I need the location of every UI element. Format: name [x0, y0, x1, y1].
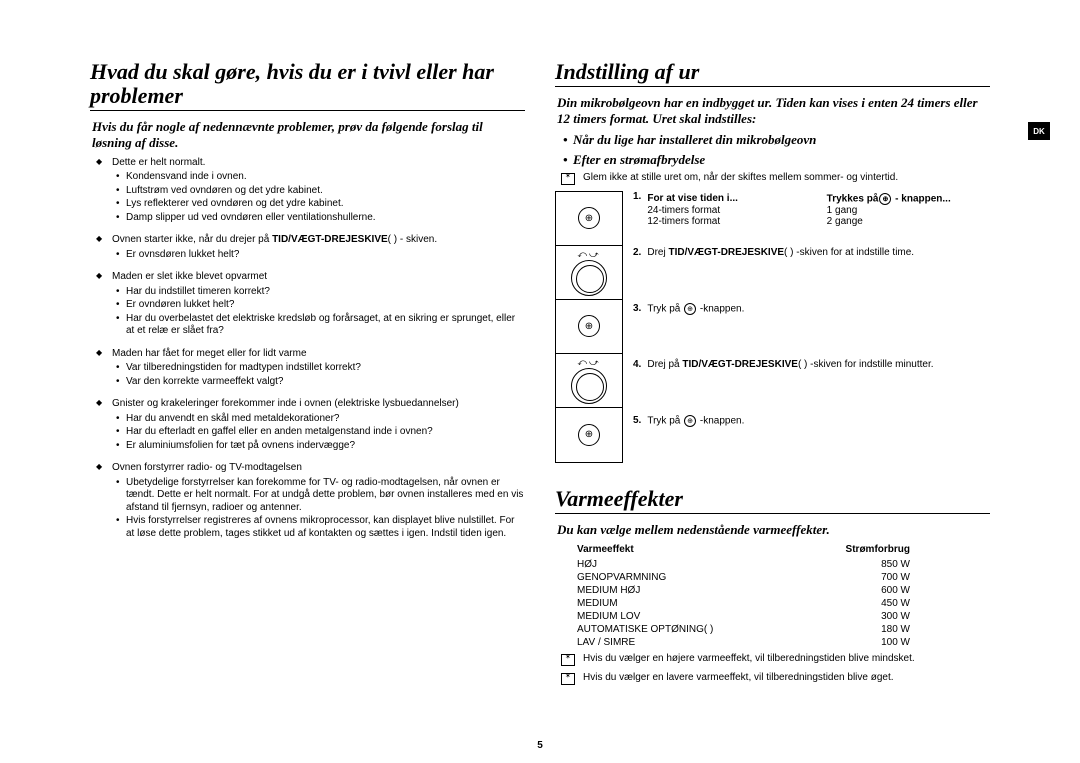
power-note-text: Hvis du vælger en lavere varmeeffekt, vi… — [583, 672, 894, 685]
dial-arrows-icon: ⤺⤻ — [577, 249, 600, 260]
trouble-sub: Er aluminiumsfolien for tæt på ovnens in… — [126, 440, 525, 453]
step-text: Drej TID/VÆGT-DREJESKIVE( ) -skiven for … — [647, 247, 990, 297]
trouble-lead: Gnister og krakeleringer forekommer inde… — [112, 398, 459, 409]
step-number: 3. — [633, 303, 641, 353]
step-text-list: 1. For at vise tiden i... Trykkes på⊕ - … — [633, 191, 990, 463]
clock-button-icon: ⊕ — [684, 303, 696, 315]
clock-button-icon: ⊕ — [879, 193, 891, 205]
step1-cell: 12-timers format — [647, 216, 810, 227]
left-column: Hvad du skal gøre, hvis du er i tvivl el… — [90, 60, 525, 733]
note-icon — [561, 673, 575, 685]
trouble-sub: Er ovnsdøren lukket helt? — [126, 249, 525, 262]
step-row: 1. For at vise tiden i... Trykkes på⊕ - … — [633, 191, 990, 241]
step1-cell: 1 gang — [827, 205, 990, 216]
clock-note-text: Glem ikke at stille uret om, når der ski… — [583, 172, 898, 185]
clock-button-icon: ⊕ — [578, 315, 600, 337]
step-number: 1. — [633, 191, 641, 241]
trouble-sub: Har du overbelastet det elektriske kreds… — [126, 313, 525, 338]
step1-cell: 2 gange — [827, 216, 990, 227]
step-text: Drej på TID/VÆGT-DREJESKIVE( ) -skiven f… — [647, 359, 990, 409]
step1-h1: For at vise tiden i... — [647, 193, 810, 205]
step-number: 4. — [633, 359, 641, 409]
trouble-lead: Maden har fået for meget eller for lidt … — [112, 348, 307, 359]
trouble-sub: Damp slipper ud ved ovndøren eller venti… — [126, 212, 525, 225]
trouble-lead: Maden er slet ikke blevet opvarmet — [112, 271, 267, 282]
trouble-lead: Dette er helt normalt. — [112, 157, 205, 168]
clock-note: Glem ikke at stille uret om, når der ski… — [555, 172, 990, 185]
power-row: HØJ850 W — [577, 558, 990, 571]
step-row: 4. Drej på TID/VÆGT-DREJESKIVE( ) -skive… — [633, 359, 990, 409]
power-note-text: Hvis du vælger en højere varmeeffekt, vi… — [583, 653, 915, 666]
power-row: LAV / SIMRE100 W — [577, 636, 990, 649]
trouble-sub: Hvis forstyrrelser registreres af ovnens… — [126, 515, 525, 540]
power-header: Strømforbrug — [846, 543, 910, 556]
page-number: 5 — [537, 740, 543, 751]
step1-cell: 24-timers format — [647, 205, 810, 216]
step-number: 2. — [633, 247, 641, 297]
trouble-item: Maden er slet ikke blevet opvarmet Har d… — [112, 271, 525, 338]
power-note: Hvis du vælger en lavere varmeeffekt, vi… — [555, 672, 990, 685]
step-number: 5. — [633, 415, 641, 445]
trouble-sub: Luftstrøm ved ovndøren og det ydre kabin… — [126, 185, 525, 198]
note-icon — [561, 654, 575, 666]
power-row: MEDIUM HØJ600 W — [577, 584, 990, 597]
trouble-item: Ovnen starter ikke, når du drejer på TID… — [112, 234, 525, 261]
trouble-sub: Er ovndøren lukket helt? — [126, 299, 525, 312]
power-title: Varmeeffekter — [555, 487, 990, 514]
trouble-item: Ovnen forstyrrer radio- og TV-modtagelse… — [112, 462, 525, 540]
clock-button-icon: ⊕ — [578, 207, 600, 229]
power-row: MEDIUM450 W — [577, 597, 990, 610]
trouble-lead: Ovnen forstyrrer radio- og TV-modtagelse… — [112, 462, 302, 473]
step-icon: ⊕ — [556, 192, 622, 246]
trouble-sub: Var tilberedningstiden for madtypen inds… — [126, 362, 525, 375]
clock-button-icon: ⊕ — [578, 424, 600, 446]
power-row: GENOPVARMNING700 W — [577, 571, 990, 584]
step-icon-column: ⊕ ⤺⤻ ⊕ ⤺⤻ ⊕ — [555, 191, 623, 463]
clock-button-icon: ⊕ — [684, 415, 696, 427]
trouble-sub: Har du efterladt en gaffel eller en ande… — [126, 426, 525, 439]
language-tab: DK — [1028, 122, 1050, 140]
clock-bullet: •Efter en strømafbrydelse — [555, 152, 990, 168]
clock-intro: Din mikrobølgeovn har en indbygget ur. T… — [555, 95, 990, 126]
left-intro: Hvis du får nogle af nedennævnte problem… — [90, 119, 525, 150]
power-note: Hvis du vælger en højere varmeeffekt, vi… — [555, 653, 990, 666]
power-intro: Du kan vælge mellem nedenstående varmeef… — [555, 522, 990, 538]
clock-bullet: •Når du lige har installeret din mikrobø… — [555, 132, 990, 148]
trouble-sub: Lys reflekterer ved ovndøren og det ydre… — [126, 198, 525, 211]
power-header: Varmeeffekt — [577, 543, 634, 556]
step-row: 2. Drej TID/VÆGT-DREJESKIVE( ) -skiven f… — [633, 247, 990, 297]
clock-title: Indstilling af ur — [555, 60, 990, 87]
page-container: Hvad du skal gøre, hvis du er i tvivl el… — [90, 60, 990, 733]
trouble-lead: Ovnen starter ikke, når du drejer på TID… — [112, 234, 437, 245]
dial-icon — [571, 260, 607, 296]
trouble-sub: Kondensvand inde i ovnen. — [126, 171, 525, 184]
step-row: 3. Tryk på ⊕ -knappen. — [633, 303, 990, 353]
dial-arrows-icon: ⤺⤻ — [577, 357, 600, 368]
step-row: 5. Tryk på ⊕ -knappen. — [633, 415, 990, 445]
trouble-item: Dette er helt normalt. Kondensvand inde … — [112, 157, 525, 225]
clock-steps: ⊕ ⤺⤻ ⊕ ⤺⤻ ⊕ 1. For at vise tiden i... Tr… — [555, 191, 990, 463]
step-icon: ⤺⤻ — [556, 246, 622, 300]
trouble-sub: Ubetydelige forstyrrelser kan forekomme … — [126, 477, 525, 515]
trouble-sub: Har du anvendt en skål med metaldekorati… — [126, 413, 525, 426]
note-icon — [561, 173, 575, 185]
trouble-sub: Har du indstillet timeren korrekt? — [126, 286, 525, 299]
step-icon: ⊕ — [556, 408, 622, 462]
power-table: Varmeeffekt Strømforbrug HØJ850 W GENOPV… — [577, 543, 990, 649]
left-title: Hvad du skal gøre, hvis du er i tvivl el… — [90, 60, 525, 111]
trouble-item: Gnister og krakeleringer forekommer inde… — [112, 398, 525, 452]
step-icon: ⊕ — [556, 300, 622, 354]
power-row: MEDIUM LOV300 W — [577, 610, 990, 623]
step-text: Tryk på ⊕ -knappen. — [647, 415, 990, 445]
step-text: Tryk på ⊕ -knappen. — [647, 303, 990, 353]
step1-h2: Trykkes på⊕ - knappen... — [827, 193, 990, 205]
trouble-item: Maden har fået for meget eller for lidt … — [112, 348, 525, 389]
step-icon: ⤺⤻ — [556, 354, 622, 408]
trouble-sub: Var den korrekte varmeeffekt valgt? — [126, 376, 525, 389]
troubleshoot-list: Dette er helt normalt. Kondensvand inde … — [90, 157, 525, 541]
dial-icon — [571, 368, 607, 404]
right-column: DK Indstilling af ur Din mikrobølgeovn h… — [555, 60, 990, 733]
power-row: AUTOMATISKE OPTØNING( )180 W — [577, 623, 990, 636]
